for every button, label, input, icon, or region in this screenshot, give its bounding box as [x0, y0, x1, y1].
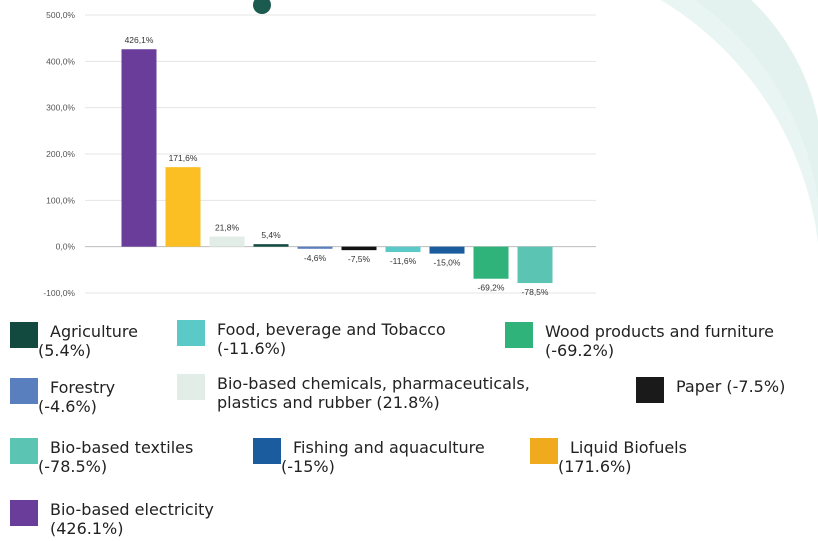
legend-item-agriculture: Agriculture (5.4%)	[10, 322, 138, 360]
data-label: -15,0%	[434, 258, 461, 268]
legend-text: Bio-based chemicals, pharmaceuticals, pl…	[217, 374, 530, 412]
bar	[341, 246, 377, 251]
legend-text: Wood products and furniture (-69.2%)	[545, 322, 774, 360]
y-tick-label: 500,0%	[46, 10, 75, 20]
legend-text: Paper (-7.5%)	[676, 377, 785, 396]
legend-text: Agriculture (5.4%)	[38, 322, 138, 360]
legend-item-biofuels: Liquid Biofuels (171.6%)	[530, 438, 687, 476]
y-tick-label: 100,0%	[46, 195, 75, 205]
data-label: 21,8%	[215, 223, 240, 233]
y-tick-label: 0,0%	[56, 242, 76, 252]
legend-sub: (426.1%)	[50, 519, 124, 538]
legend-text: Bio-based electricity (426.1%)	[50, 500, 214, 538]
legend-item-biochemicals: Bio-based chemicals, pharmaceuticals, pl…	[177, 374, 530, 412]
legend-item-fishing: Fishing and aquaculture (-15%)	[253, 438, 485, 476]
bar	[297, 246, 333, 249]
legend-label: Liquid Biofuels	[570, 438, 687, 457]
legend-swatch	[10, 500, 38, 526]
legend-label: Agriculture	[50, 322, 138, 341]
legend-text: Food, beverage and Tobacco (-11.6%)	[217, 320, 446, 358]
legend-label: Bio-based textiles	[50, 438, 194, 457]
legend-text: Bio-based textiles (-78.5%)	[38, 438, 194, 476]
legend-swatch	[505, 322, 533, 348]
data-label: -7,5%	[348, 254, 371, 264]
bar	[121, 49, 157, 247]
legend-label: Fishing and aquaculture	[293, 438, 485, 457]
bar	[385, 246, 421, 253]
legend-item-paper: Paper (-7.5%)	[636, 377, 785, 403]
data-label: -78,5%	[522, 287, 549, 297]
bar	[517, 246, 553, 284]
legend-swatch	[177, 320, 205, 346]
legend-label: Bio-based chemicals, pharmaceuticals,	[217, 374, 530, 393]
legend-sub: (5.4%)	[38, 341, 92, 360]
data-label: -11,6%	[390, 256, 417, 266]
legend-item-forestry: Forestry (-4.6%)	[10, 378, 115, 416]
legend-text: Liquid Biofuels (171.6%)	[558, 438, 687, 476]
legend-swatch	[10, 378, 38, 404]
legend-swatch	[10, 322, 38, 348]
data-label: 5,4%	[261, 230, 281, 240]
legend-swatch	[10, 438, 38, 464]
data-label: 171,6%	[169, 153, 198, 163]
legend-label: Paper (-7.5%)	[676, 377, 786, 396]
legend-swatch	[177, 374, 205, 400]
legend-item-electricity: Bio-based electricity (426.1%)	[10, 500, 214, 538]
data-label: -4,6%	[304, 253, 327, 263]
y-tick-label: 300,0%	[46, 103, 75, 113]
y-tick-label: 200,0%	[46, 149, 75, 159]
legend-label: Food, beverage and Tobacco	[217, 320, 446, 339]
partial-heading-glyph	[253, 0, 271, 14]
legend-item-wood: Wood products and furniture (-69.2%)	[505, 322, 774, 360]
bar	[165, 167, 201, 247]
legend-sub: plastics and rubber (21.8%)	[217, 393, 440, 412]
legend-label: Forestry	[50, 378, 116, 397]
legend-swatch	[530, 438, 558, 464]
legend-sub: (-78.5%)	[38, 457, 108, 476]
legend-swatch	[253, 438, 281, 464]
y-tick-label: -100,0%	[43, 288, 75, 298]
legend-label: Wood products and furniture	[545, 322, 774, 341]
legend-label: Bio-based electricity	[50, 500, 214, 519]
bar	[209, 236, 245, 247]
legend-text: Forestry (-4.6%)	[38, 378, 116, 416]
y-tick-label: 400,0%	[46, 56, 75, 66]
legend-sub: (-15%)	[281, 457, 335, 476]
legend-item-textiles: Bio-based textiles (-78.5%)	[10, 438, 193, 476]
legend-text: Fishing and aquaculture (-15%)	[281, 438, 485, 476]
bar	[253, 244, 289, 247]
bar	[473, 246, 509, 279]
legend-sub: (-69.2%)	[545, 341, 615, 360]
bar	[429, 246, 465, 254]
data-label: -69,2%	[478, 283, 505, 293]
legend-sub: (-11.6%)	[217, 339, 287, 358]
legend-sub: (171.6%)	[558, 457, 632, 476]
legend-item-food: Food, beverage and Tobacco (-11.6%)	[177, 320, 446, 358]
data-label: 426,1%	[125, 35, 154, 45]
legend-swatch	[636, 377, 664, 403]
legend-sub: (-4.6%)	[38, 397, 97, 416]
